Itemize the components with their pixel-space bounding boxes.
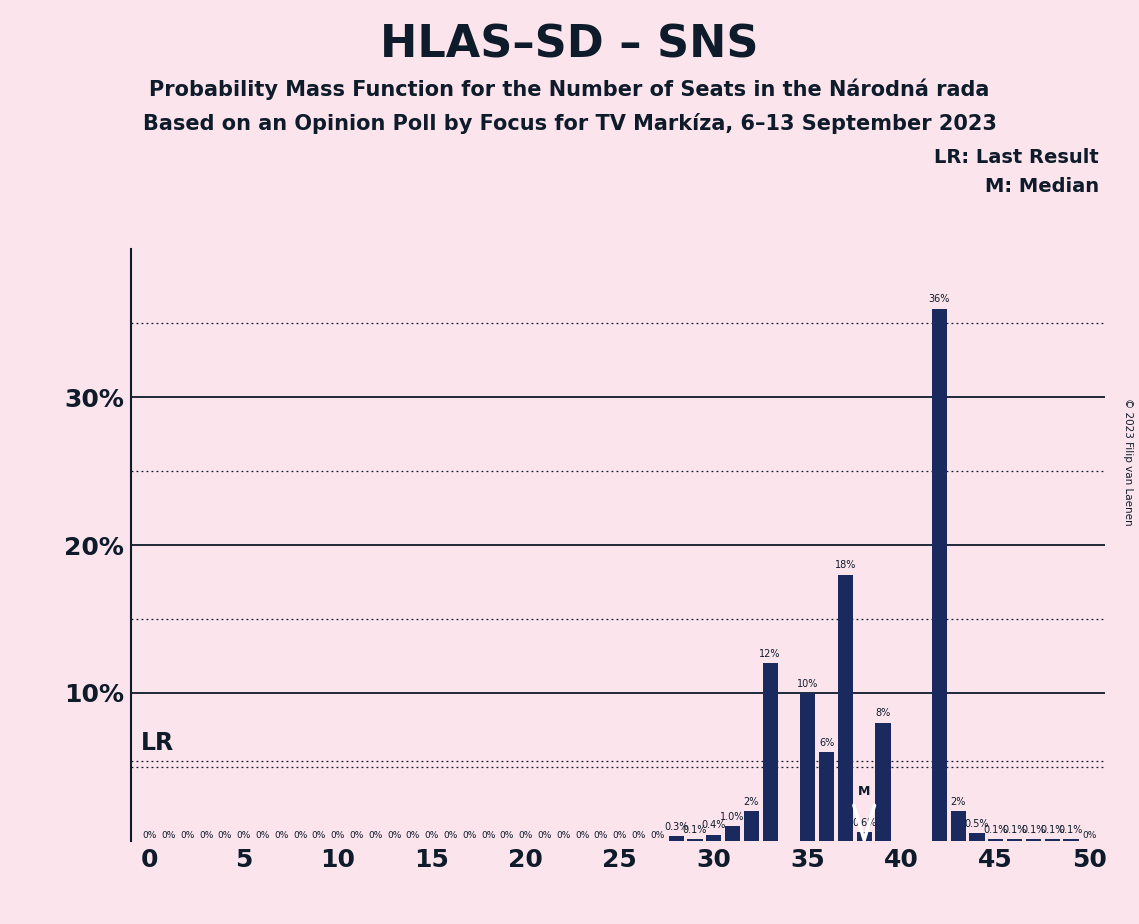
Text: © 2023 Filip van Laenen: © 2023 Filip van Laenen [1123, 398, 1133, 526]
Text: 0%: 0% [255, 831, 270, 840]
Text: HLAS–SD – SNS: HLAS–SD – SNS [380, 23, 759, 67]
Bar [688, 839, 703, 841]
Bar [989, 839, 1003, 841]
Text: 0%: 0% [162, 831, 175, 840]
Bar [1007, 839, 1022, 841]
Text: 8%: 8% [876, 708, 891, 718]
Text: 0.5%: 0.5% [965, 819, 990, 829]
Text: 0%: 0% [405, 831, 420, 840]
Text: 0%: 0% [650, 831, 664, 840]
Text: 0%: 0% [518, 831, 533, 840]
Bar [1026, 839, 1041, 841]
Bar [744, 811, 759, 841]
Text: 0.1%: 0.1% [1022, 825, 1046, 835]
Text: 0%: 0% [368, 831, 383, 840]
Text: 0%: 0% [293, 831, 308, 840]
Bar [763, 663, 778, 841]
Bar [932, 309, 947, 841]
Text: 0%: 0% [237, 831, 251, 840]
Text: 0.3%: 0.3% [664, 822, 688, 832]
Text: 1.0%: 1.0% [720, 811, 745, 821]
Text: 0%: 0% [575, 831, 589, 840]
Text: 10%: 10% [797, 678, 819, 688]
Text: M: M [858, 785, 870, 798]
Bar [801, 693, 816, 841]
Text: 0%: 0% [500, 831, 514, 840]
Text: 0%: 0% [350, 831, 363, 840]
Text: M: Median: M: Median [985, 177, 1099, 197]
Text: 0%: 0% [631, 831, 646, 840]
Bar [819, 752, 834, 841]
Text: 0%: 0% [218, 831, 232, 840]
Text: 18%: 18% [835, 560, 857, 570]
Bar [1064, 839, 1079, 841]
Bar [726, 826, 740, 841]
Text: 2%: 2% [744, 796, 759, 807]
Bar [876, 723, 891, 841]
Text: 0%: 0% [462, 831, 476, 840]
Text: 0.1%: 0.1% [1059, 825, 1083, 835]
Text: Based on an Opinion Poll by Focus for TV Markíza, 6–13 September 2023: Based on an Opinion Poll by Focus for TV… [142, 113, 997, 134]
Text: 0%: 0% [538, 831, 551, 840]
Text: 0.6%: 0.6% [852, 818, 876, 828]
Text: 0%: 0% [613, 831, 626, 840]
Text: 0%: 0% [330, 831, 345, 840]
Text: LR: Last Result: LR: Last Result [934, 148, 1099, 167]
Text: 0%: 0% [593, 831, 608, 840]
Text: 0.1%: 0.1% [984, 825, 1008, 835]
Bar [857, 832, 871, 841]
Bar [838, 575, 853, 841]
Text: 0.4%: 0.4% [702, 821, 726, 831]
Text: 0%: 0% [556, 831, 571, 840]
Text: 0.1%: 0.1% [1040, 825, 1064, 835]
Bar [1044, 839, 1059, 841]
Text: 0%: 0% [481, 831, 495, 840]
Bar [951, 811, 966, 841]
Text: 36%: 36% [928, 294, 950, 304]
Text: 0%: 0% [180, 831, 195, 840]
Text: 0%: 0% [142, 831, 157, 840]
Text: 0%: 0% [387, 831, 401, 840]
Text: 0.1%: 0.1% [1002, 825, 1026, 835]
Bar [969, 833, 984, 841]
Bar [669, 836, 683, 841]
Text: 0.1%: 0.1% [682, 825, 707, 835]
Text: 12%: 12% [760, 649, 781, 659]
Text: LR: LR [140, 731, 173, 755]
Text: 0%: 0% [312, 831, 326, 840]
Bar [706, 835, 721, 841]
Text: 6%: 6% [819, 737, 834, 748]
Text: 0%: 0% [1082, 831, 1097, 840]
Text: Probability Mass Function for the Number of Seats in the Národná rada: Probability Mass Function for the Number… [149, 79, 990, 100]
Text: 0%: 0% [274, 831, 288, 840]
Text: 2%: 2% [951, 796, 966, 807]
Text: 0%: 0% [199, 831, 213, 840]
Text: 0%: 0% [425, 831, 439, 840]
Text: 0%: 0% [443, 831, 458, 840]
